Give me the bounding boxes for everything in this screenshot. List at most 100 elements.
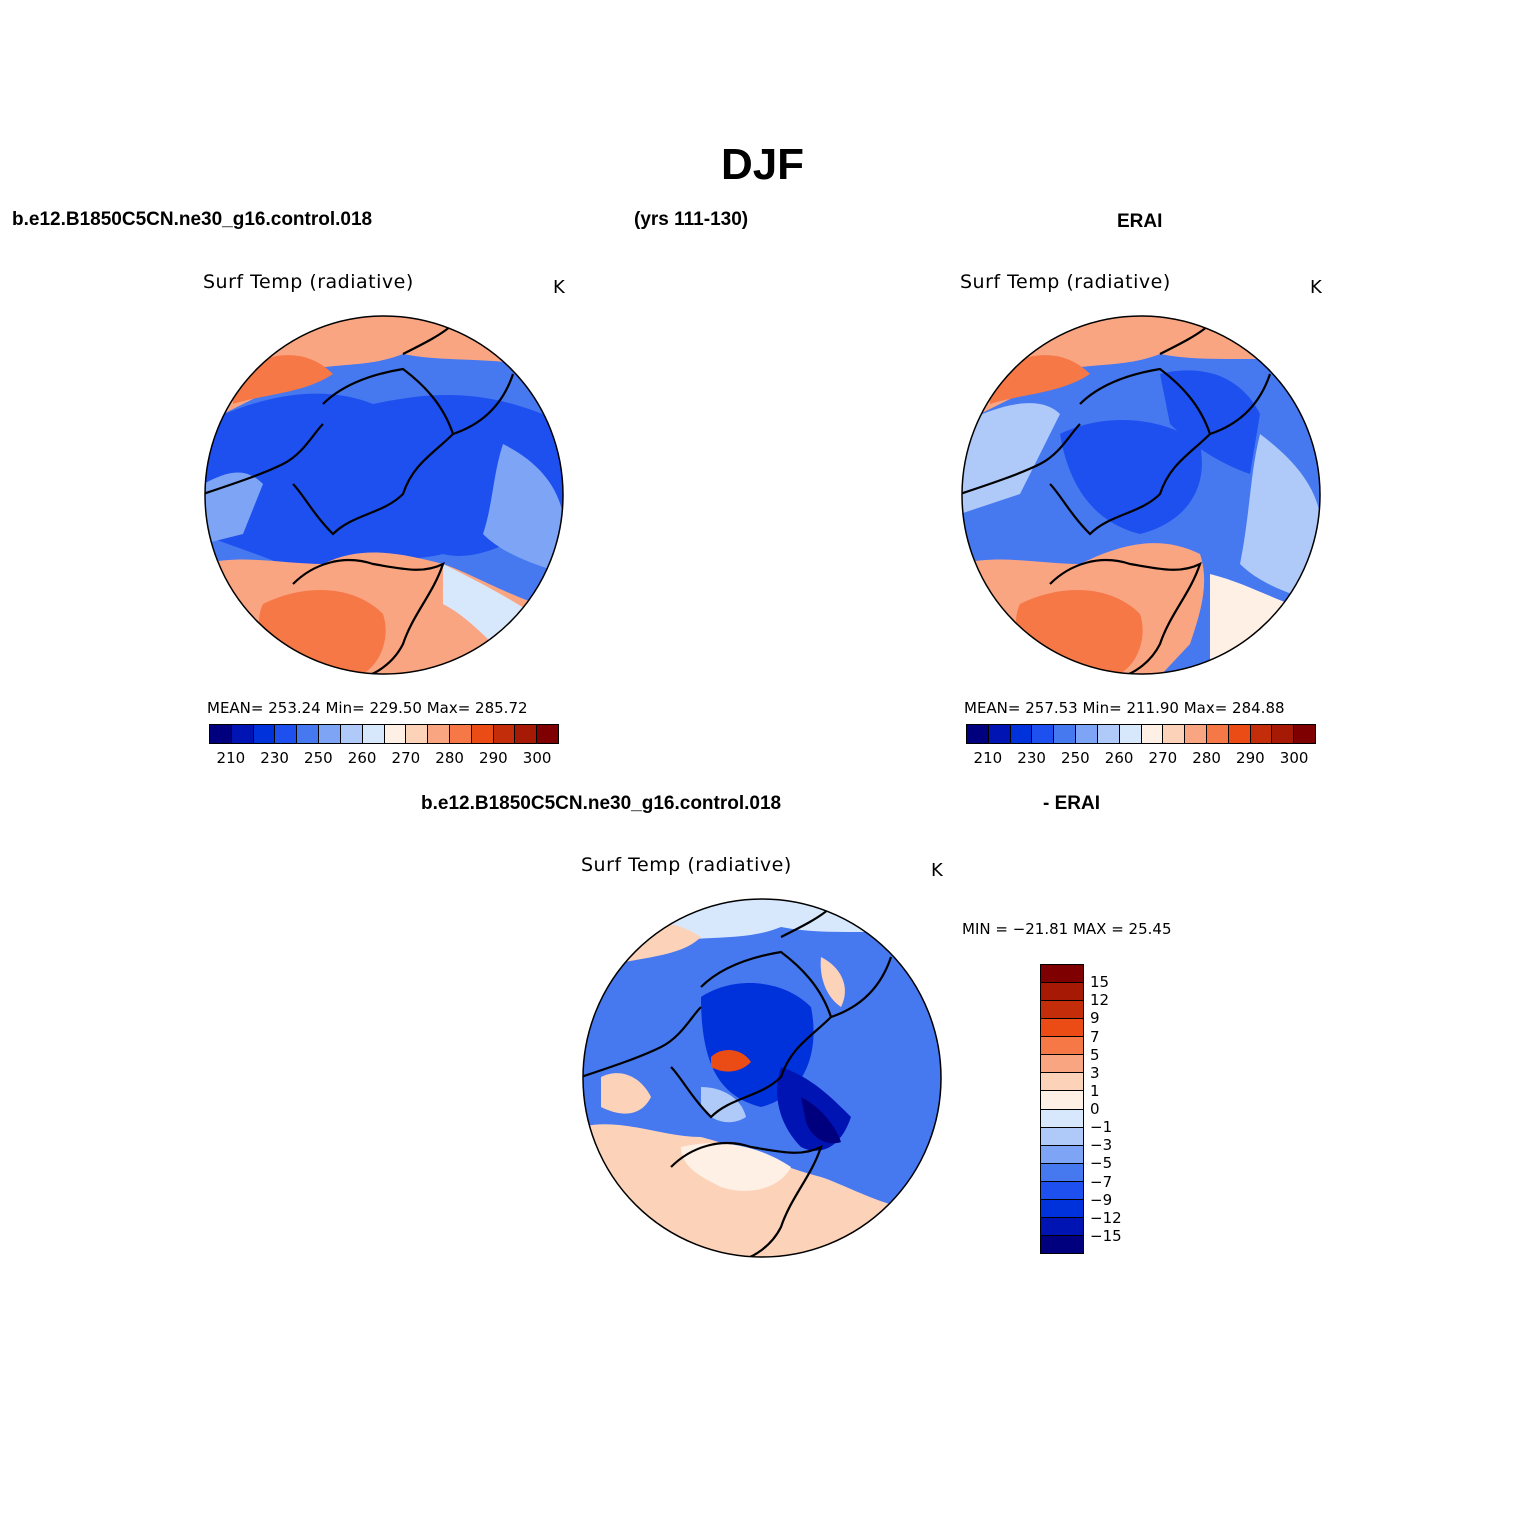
colorbar-tick-label: 230	[1017, 749, 1046, 767]
colorbar-segment	[339, 725, 362, 743]
colorbar-segment	[361, 725, 384, 743]
colorbar-tick-label: −5	[1090, 1154, 1113, 1173]
colorbar-segment	[470, 725, 493, 743]
colorbar-tick-label: 9	[1090, 1009, 1100, 1028]
map-model	[204, 315, 564, 675]
colorbar-segment	[1041, 1108, 1083, 1127]
colorbar-segment	[1227, 725, 1250, 743]
colorbar-segment	[1096, 725, 1119, 743]
colorbar-segment	[1041, 1198, 1083, 1217]
colorbar-diff	[1040, 964, 1084, 1254]
colorbar-segment	[1041, 1180, 1083, 1199]
colorbar-tick-label: −12	[1090, 1208, 1122, 1227]
colorbar-segment	[1293, 725, 1315, 743]
stats-diff: MIN = −21.81 MAX = 25.45	[962, 920, 1172, 938]
colorbar-tick-label: 1	[1090, 1081, 1100, 1100]
colorbar-segment	[1041, 965, 1083, 983]
colorbar-tick-label: −7	[1090, 1172, 1113, 1191]
colorbar-segment	[967, 725, 988, 743]
colorbar-segment	[230, 725, 253, 743]
unit-diff: K	[931, 860, 943, 881]
colorbar-segment	[405, 725, 428, 743]
panel-title-diff: Surf Temp (radiative)	[581, 854, 792, 876]
colorbar-tick-label: 270	[391, 749, 421, 767]
colorbar-right	[966, 724, 1316, 744]
colorbar-tick-label: 0	[1090, 1100, 1100, 1118]
colorbar-segment	[1041, 1054, 1083, 1073]
colorbar-segment	[427, 725, 449, 743]
colorbar-tick-label: −9	[1090, 1190, 1113, 1209]
map-difference	[582, 898, 942, 1258]
colorbar-segment	[1162, 725, 1185, 743]
colorbar-segment	[1271, 725, 1294, 743]
colorbar-tick-label: 250	[304, 749, 333, 767]
colorbar-tick-label: 12	[1090, 991, 1110, 1010]
colorbar-segment	[448, 725, 471, 743]
colorbar-tick-label: 280	[1192, 749, 1221, 767]
colorbar-segment	[1041, 1126, 1083, 1145]
diff-case-name: b.e12.B1850C5CN.ne30_g16.control.018	[421, 793, 782, 814]
colorbar-segment	[1041, 1090, 1083, 1109]
case-name-right: ERAI	[1117, 211, 1163, 232]
colorbar-tick-label: −3	[1090, 1136, 1113, 1155]
colorbar-tick-label: 260	[1104, 749, 1134, 767]
colorbar-segment	[536, 725, 558, 743]
colorbar-segment	[1041, 1072, 1083, 1091]
colorbar-segment	[1118, 725, 1141, 743]
colorbar-segment	[1249, 725, 1272, 743]
colorbar-segment	[1205, 725, 1228, 743]
colorbar-tick-label: 15	[1090, 973, 1110, 992]
panel-title-left: Surf Temp (radiative)	[203, 271, 414, 293]
case-name-left: b.e12.B1850C5CN.ne30_g16.control.018	[12, 209, 373, 230]
colorbar-segment	[1075, 725, 1097, 743]
colorbar-tick-label: 210	[973, 749, 1003, 767]
colorbar-tick-label: 250	[1061, 749, 1090, 767]
colorbar-tick-label: 230	[260, 749, 289, 767]
figure-title: DJF	[720, 140, 805, 189]
colorbar-tick-label: 290	[1236, 749, 1265, 767]
panel-title-right: Surf Temp (radiative)	[960, 271, 1171, 293]
colorbar-segment	[274, 725, 297, 743]
colorbar-segment	[1041, 1234, 1083, 1253]
colorbar-segment	[1041, 982, 1083, 1001]
diff-minus-label: - ERAI	[1043, 793, 1100, 814]
colorbar-tick-label: 7	[1090, 1027, 1100, 1046]
colorbar-segment	[1041, 1162, 1083, 1181]
colorbar-tick-label: 3	[1090, 1063, 1100, 1082]
colorbar-tick-label: 270	[1148, 749, 1178, 767]
colorbar-segment	[1041, 1216, 1083, 1235]
colorbar-tick-label: 290	[479, 749, 508, 767]
colorbar-segment	[1041, 1036, 1083, 1055]
colorbar-segment	[1009, 725, 1032, 743]
colorbar-segment	[1041, 1144, 1083, 1163]
colorbar-segment	[1140, 725, 1163, 743]
years-label: (yrs 111-130)	[634, 209, 749, 230]
colorbar-tick-label: −1	[1090, 1118, 1113, 1137]
colorbar-ticks-left: 210 230 250 260 270 280 290 300	[209, 749, 559, 769]
colorbar-tick-label: 300	[1279, 749, 1309, 767]
colorbar-segment	[1041, 1000, 1083, 1019]
stats-left: MEAN= 253.24 Min= 229.50 Max= 285.72	[207, 699, 528, 717]
colorbar-tick-label: 300	[522, 749, 552, 767]
colorbar-tick-label: 280	[435, 749, 464, 767]
colorbar-ticks-right: 210 230 250 260 270 280 290 300	[966, 749, 1316, 769]
colorbar-tick-label: 260	[347, 749, 377, 767]
colorbar-segment	[210, 725, 231, 743]
colorbar-segment	[252, 725, 275, 743]
colorbar-tick-label: −15	[1090, 1226, 1122, 1245]
colorbar-segment	[514, 725, 537, 743]
map-observations	[961, 315, 1321, 675]
colorbar-left	[209, 724, 559, 744]
colorbar-tick-label: 5	[1090, 1045, 1100, 1064]
colorbar-segment	[318, 725, 340, 743]
colorbar-segment	[383, 725, 406, 743]
colorbar-segment	[1053, 725, 1076, 743]
colorbar-segment	[296, 725, 319, 743]
unit-right: K	[1310, 277, 1322, 298]
stats-right: MEAN= 257.53 Min= 211.90 Max= 284.88	[964, 699, 1285, 717]
colorbar-segment	[1184, 725, 1206, 743]
colorbar-segment	[987, 725, 1010, 743]
colorbar-tick-label: 210	[216, 749, 246, 767]
colorbar-segment	[492, 725, 515, 743]
colorbar-segment	[1041, 1018, 1083, 1037]
